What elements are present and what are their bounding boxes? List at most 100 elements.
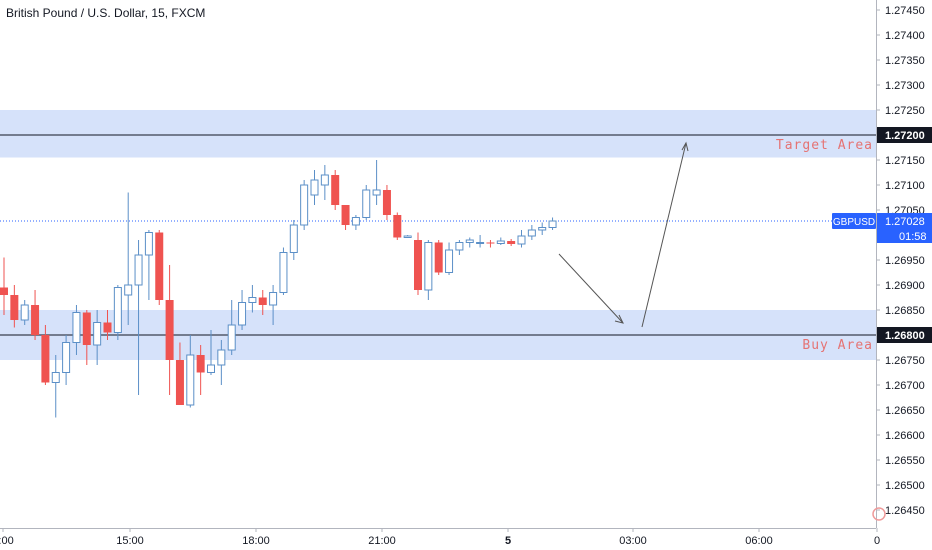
candle [0,257,8,315]
candle [382,185,391,220]
candle [113,285,122,340]
candle [31,290,40,340]
buy-area-label: Buy Area [802,338,873,353]
candle-body [300,184,309,226]
candle [124,192,133,325]
candle [300,180,309,230]
candle [393,212,402,240]
x-tick-label: 18:00 [242,535,270,547]
candle-body [362,189,371,218]
candle [548,217,557,230]
candle [279,247,288,295]
price-axis-badge-label: 1.26800 [885,330,925,342]
candle-body [403,235,412,238]
candle-body [186,354,195,406]
candle [103,310,112,340]
y-tick-label: 1.26650 [885,405,925,417]
candle-body [72,312,81,343]
target-area-label: Target Area [776,138,873,153]
candle-body [538,227,547,231]
x-tick-label: 2:00 [0,535,14,547]
candle-body [476,242,485,244]
candle [248,285,257,313]
candle [269,285,278,325]
candle [186,335,195,408]
candle [93,310,102,365]
candle-body [289,224,298,253]
current-price-badge [877,213,932,243]
candle-body [82,312,91,345]
candle [310,170,319,205]
y-tick-label: 1.27100 [885,180,925,192]
candle-body [341,205,350,225]
x-tick-label: 0 [874,535,880,547]
candle [362,185,371,220]
y-tick-label: 1.26850 [885,305,925,317]
candle-body [93,322,102,346]
candle-body [20,304,29,321]
candle [175,342,184,405]
candle-body [486,242,495,244]
candle [155,230,164,305]
candle-body [527,229,536,237]
candle [258,290,267,315]
x-tick-label: 06:00 [745,535,773,547]
candle-body [320,174,329,186]
candle-body [382,190,391,215]
candle [414,232,422,295]
projection-arrow-down [558,253,624,324]
y-tick-label: 1.27250 [885,105,925,117]
candle-body [269,292,278,306]
y-tick-label: 1.26900 [885,280,925,292]
candle-body [196,355,205,373]
y-tick-label: 1.26550 [885,455,925,467]
candle [196,345,205,395]
candle [289,220,298,260]
candle-body [372,189,381,196]
candle-body [134,254,143,286]
symbol-badge-label: GBPUSD [833,217,875,228]
candle [527,225,536,240]
candle-body [227,324,236,351]
candle [517,230,526,248]
candle-body [113,287,122,333]
candle-body [465,239,474,243]
y-tick-label: 1.26500 [885,480,925,492]
candle [445,242,454,275]
candle [465,237,474,248]
candle [455,240,464,255]
projection-arrowhead-down [614,314,624,324]
candle [507,239,516,246]
candle-body [248,297,257,303]
x-tick-label: 21:00 [368,535,396,547]
candle [238,290,247,330]
candle-body [31,305,40,335]
candle [20,300,29,325]
candle-body [434,242,443,273]
candle [207,330,215,375]
x-tick-label: 15:00 [116,535,144,547]
candle-body [517,235,526,245]
candle [538,222,547,235]
candle [434,240,443,275]
candle [41,325,50,385]
y-tick-label: 1.26700 [885,380,925,392]
countdown-value: 01:58 [899,231,927,243]
y-tick-label: 1.27300 [885,80,925,92]
y-tick-label: 1.27150 [885,155,925,167]
candle [341,205,350,230]
y-tick-label: 1.26750 [885,355,925,367]
candle [320,165,329,200]
candle-body [103,322,112,333]
y-tick-label: 1.27350 [885,55,925,67]
candle [51,355,60,418]
symbol-badge [832,213,876,229]
candle [134,240,143,395]
candle [227,300,236,355]
candle [424,240,433,300]
price-axis-badge [877,327,932,343]
price-axis-badge-label: 1.27200 [885,130,925,142]
candle [165,265,174,395]
projection-arrowhead-up [681,141,689,152]
